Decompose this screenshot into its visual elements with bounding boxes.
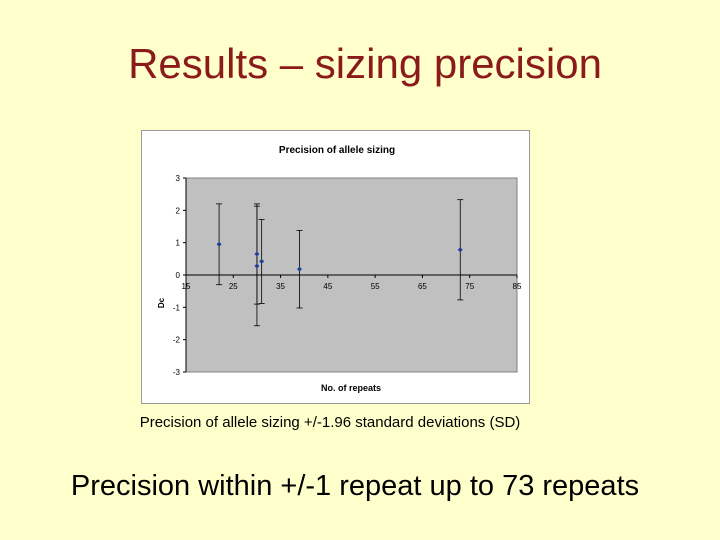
y-tick-label: -1 (173, 303, 181, 312)
chart-frame: Precision of allele sizing 3 2 1 0 -1 -2 -3 15 2… (141, 130, 530, 404)
data-point (296, 266, 302, 272)
summary-note: Precision within +/-1 repeat up to 73 re… (70, 470, 640, 502)
x-tick-label: 85 (513, 282, 522, 291)
scatter-chart: Precision of allele sizing 3 2 1 0 -1 -2 -3 15 2… (157, 145, 522, 393)
x-tick-label: 65 (418, 282, 427, 291)
chart-caption: Precision of allele sizing +/-1.96 stand… (139, 414, 521, 431)
y-axis-label: Dc (157, 297, 166, 308)
y-tick-label: 1 (176, 239, 181, 248)
x-tick-label: 45 (323, 282, 332, 291)
data-point (457, 247, 463, 253)
x-tick-label: 25 (229, 282, 238, 291)
data-point (254, 251, 260, 257)
y-tick-label: -3 (173, 368, 181, 377)
x-tick-label: 55 (371, 282, 380, 291)
y-tick-label: 3 (176, 174, 181, 183)
y-tick-label: 0 (176, 271, 181, 280)
data-point (254, 263, 260, 269)
chart-title: Precision of allele sizing (279, 145, 395, 156)
x-tick-label: 75 (465, 282, 474, 291)
x-tick-label: 15 (182, 282, 191, 291)
data-point (259, 258, 265, 264)
y-tick-label: 2 (176, 206, 181, 215)
data-point (216, 241, 222, 247)
slide-title: Results – sizing precision (128, 40, 602, 87)
y-tick-label: -2 (173, 336, 181, 345)
x-axis-label: No. of repeats (321, 383, 381, 393)
x-tick-label: 35 (276, 282, 285, 291)
